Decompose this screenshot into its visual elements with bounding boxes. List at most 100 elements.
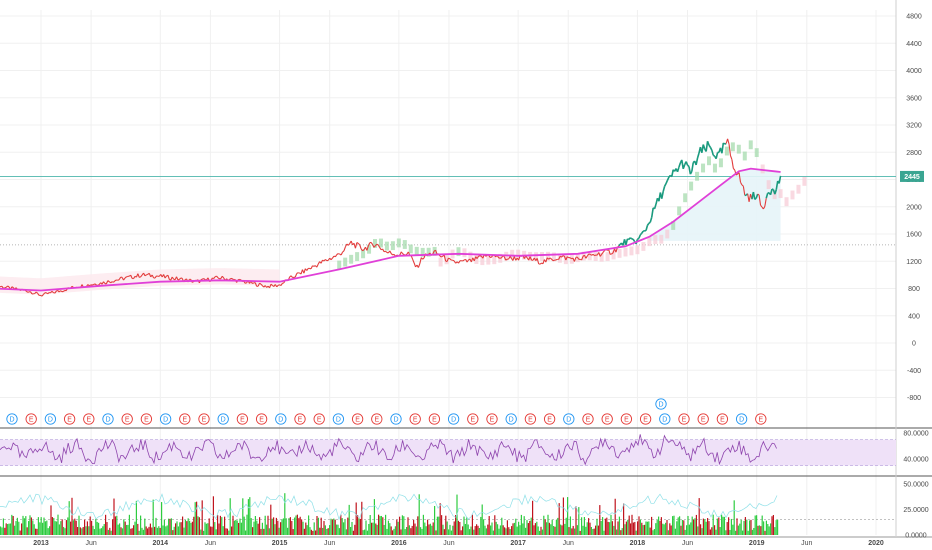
time-tick-label: 2020	[868, 540, 884, 547]
histogram-bar	[415, 526, 417, 535]
histogram-bar	[406, 527, 408, 535]
histogram-bar	[74, 518, 76, 535]
price-line-segment	[382, 248, 385, 252]
price-line-segment	[439, 255, 442, 258]
price-line-segment	[402, 253, 405, 256]
histogram-bar	[452, 525, 454, 535]
cloud-segment	[349, 254, 354, 264]
histogram-bar	[86, 521, 88, 535]
histogram-bar	[263, 528, 265, 535]
earnings-marker: E	[63, 413, 76, 425]
marker-letter: D	[739, 416, 744, 423]
price-line-segment	[239, 278, 242, 281]
price-line-segment	[636, 237, 640, 241]
histogram-bar	[130, 528, 132, 535]
marker-circle	[275, 413, 287, 425]
histogram-bar	[655, 523, 657, 535]
histogram-bar	[141, 527, 143, 535]
price-line-segment	[728, 144, 732, 156]
histogram-bar	[23, 518, 25, 535]
histogram-bar	[317, 517, 319, 535]
histogram-bar	[540, 526, 542, 535]
earnings-marker: E	[179, 413, 191, 425]
price-line-segment	[598, 252, 601, 257]
histogram-bar	[700, 524, 702, 535]
cloud-segment	[760, 164, 765, 174]
price-line-segment	[354, 242, 358, 249]
price-line-segment	[755, 193, 759, 199]
histogram-bar	[568, 527, 570, 535]
histogram-bar	[225, 528, 227, 535]
price-tick-label: 400	[908, 313, 920, 320]
histogram-bar	[677, 517, 679, 535]
price-line-segment	[727, 138, 730, 145]
price-tick-label: 2000	[906, 204, 922, 211]
histogram-bar	[25, 516, 27, 535]
histogram-bar	[749, 520, 751, 535]
price-line-segment	[7, 285, 10, 288]
histogram-bar	[252, 527, 254, 535]
histogram-bar	[541, 529, 543, 535]
histogram-bar	[184, 519, 186, 535]
price-line-segment	[432, 250, 435, 255]
price-line-segment	[376, 243, 379, 246]
price-line-segment	[4, 286, 7, 289]
oscillator-line	[0, 434, 777, 466]
oscillator-tick-label: 40.0000	[903, 457, 928, 464]
histogram-bar	[21, 523, 23, 535]
histogram-bar	[662, 523, 664, 535]
histogram-bar	[733, 500, 735, 535]
histogram-bar	[182, 516, 184, 535]
dividend-marker: D	[102, 413, 114, 425]
histogram-bar	[280, 522, 282, 535]
histogram-bar	[259, 517, 261, 535]
price-line-segment	[695, 157, 699, 166]
histogram-bar	[688, 524, 690, 535]
histogram-bar	[590, 527, 592, 535]
price-line-segment	[173, 278, 176, 281]
dividend-marker: D	[447, 413, 460, 425]
histogram-bar	[51, 517, 53, 535]
histogram-bar	[294, 517, 296, 535]
price-line-segment	[678, 162, 682, 168]
price-line-segment	[542, 259, 545, 265]
dividend-marker: D	[505, 413, 517, 425]
marker-circle	[179, 413, 191, 425]
price-line-segment	[340, 251, 344, 256]
histogram-bar	[333, 518, 335, 535]
histogram-bar	[698, 498, 700, 535]
histogram-bar	[93, 529, 95, 535]
histogram-bar	[436, 516, 438, 535]
price-line-segment	[270, 283, 273, 286]
histogram-bar	[725, 530, 727, 535]
price-line-segment	[60, 290, 63, 293]
histogram-bar	[292, 529, 294, 535]
marker-circle	[428, 413, 441, 425]
histogram-bar	[438, 516, 440, 535]
histogram-bar	[119, 523, 121, 535]
price-line-segment	[202, 277, 204, 280]
histogram-bar	[768, 526, 770, 535]
histogram-bar	[277, 520, 279, 535]
histogram-bar	[249, 497, 251, 535]
price-line-segment	[686, 164, 690, 168]
histogram-bar	[732, 524, 734, 535]
marker-letter: E	[720, 416, 725, 423]
histogram-bar	[757, 525, 759, 535]
cloud-segment	[802, 176, 807, 186]
histogram-bar	[476, 524, 478, 535]
histogram-bar	[126, 524, 128, 535]
histogram-bar	[239, 518, 241, 535]
dividend-marker: D	[217, 413, 229, 425]
price-line-segment	[653, 203, 657, 210]
price-line-segment	[649, 217, 653, 223]
dividend-marker: D	[6, 413, 18, 425]
cloud-segment	[414, 246, 419, 256]
histogram-bar	[243, 516, 245, 535]
price-line-segment	[419, 257, 422, 264]
marker-letter: E	[624, 416, 629, 423]
earnings-marker: E	[524, 413, 537, 425]
earnings-marker: E	[755, 413, 767, 425]
earnings-marker: E	[83, 413, 95, 425]
